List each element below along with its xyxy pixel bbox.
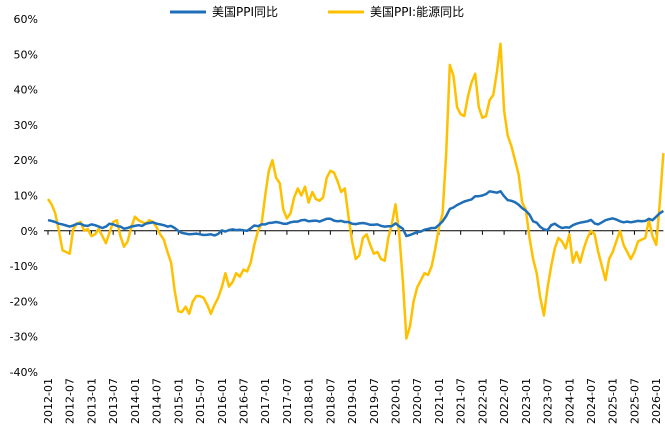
x-tick-label: 2025-01 [607,378,620,424]
x-tick-label: 2026-01 [650,378,663,424]
x-tick-label: 2024-01 [563,378,576,424]
y-tick-label: -10% [10,260,38,273]
legend-label: 美国PPI同比 [212,5,278,19]
x-tick-label: 2022-01 [476,378,489,424]
x-tick-label: 2014-07 [151,378,164,424]
legend-label: 美国PPI:能源同比 [370,5,464,19]
x-tick-label: 2014-01 [129,378,142,424]
x-tick-label: 2015-07 [194,378,207,424]
y-tick-label: 20% [14,154,38,167]
x-tick-label: 2022-07 [498,378,511,424]
x-tick-label: 2020-01 [390,378,403,424]
x-tick-label: 2019-07 [368,378,381,424]
x-tick-label: 2016-01 [216,378,229,424]
y-tick-label: -40% [10,366,38,379]
x-tick-label: 2023-01 [520,378,533,424]
y-tick-label: -30% [10,331,38,344]
x-tick-label: 2012-07 [64,378,77,424]
x-tick-label: 2020-07 [411,378,424,424]
x-tick-label: 2016-07 [237,378,250,424]
x-tick-label: 2021-07 [455,378,468,424]
x-tick-label: 2019-01 [346,378,359,424]
y-tick-label: 60% [14,13,38,26]
y-tick-label: -20% [10,295,38,308]
y-tick-label: 0% [21,225,38,238]
y-tick-label: 50% [14,48,38,61]
x-tick-label: 2023-07 [542,378,555,424]
x-tick-label: 2012-01 [42,378,55,424]
y-tick-label: 40% [14,84,38,97]
x-tick-label: 2017-01 [259,378,272,424]
y-tick-label: 30% [14,119,38,132]
x-tick-label: 2018-07 [324,378,337,424]
x-tick-label: 2025-07 [628,378,641,424]
series-line [46,42,665,340]
y-tick-label: 10% [14,190,38,203]
x-tick-label: 2024-07 [585,378,598,424]
series-line [47,190,665,238]
x-tick-label: 2018-01 [303,378,316,424]
x-tick-label: 2013-01 [85,378,98,424]
x-tick-label: 2015-01 [172,378,185,424]
x-tick-label: 2017-07 [281,378,294,424]
x-tick-label: 2013-07 [107,378,120,424]
x-tick-label: 2021-01 [433,378,446,424]
